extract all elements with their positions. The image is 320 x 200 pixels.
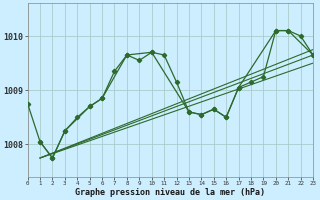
X-axis label: Graphe pression niveau de la mer (hPa): Graphe pression niveau de la mer (hPa): [75, 188, 265, 197]
